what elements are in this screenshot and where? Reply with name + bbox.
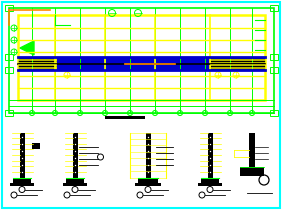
- Bar: [18, 57, 56, 70]
- Bar: [270, 110, 278, 116]
- Bar: [210, 57, 265, 70]
- Bar: [270, 54, 278, 60]
- Bar: [240, 173, 264, 176]
- Bar: [72, 133, 78, 177]
- Bar: [138, 177, 158, 182]
- Bar: [19, 133, 25, 177]
- Bar: [270, 5, 278, 11]
- Bar: [5, 54, 13, 60]
- Bar: [201, 177, 219, 182]
- Bar: [146, 133, 151, 177]
- Bar: [198, 182, 222, 185]
- Bar: [270, 67, 278, 73]
- Bar: [66, 177, 84, 182]
- Bar: [5, 110, 13, 116]
- Bar: [135, 182, 161, 185]
- Bar: [208, 133, 213, 177]
- Bar: [9, 8, 274, 113]
- Bar: [10, 182, 34, 185]
- Bar: [18, 57, 265, 70]
- Bar: [32, 143, 40, 149]
- Bar: [5, 67, 13, 73]
- Bar: [63, 182, 87, 185]
- Bar: [240, 167, 264, 173]
- Bar: [13, 177, 31, 182]
- Bar: [105, 116, 145, 119]
- Bar: [5, 5, 13, 11]
- Polygon shape: [20, 41, 34, 55]
- Bar: [249, 133, 255, 171]
- Bar: [18, 15, 265, 100]
